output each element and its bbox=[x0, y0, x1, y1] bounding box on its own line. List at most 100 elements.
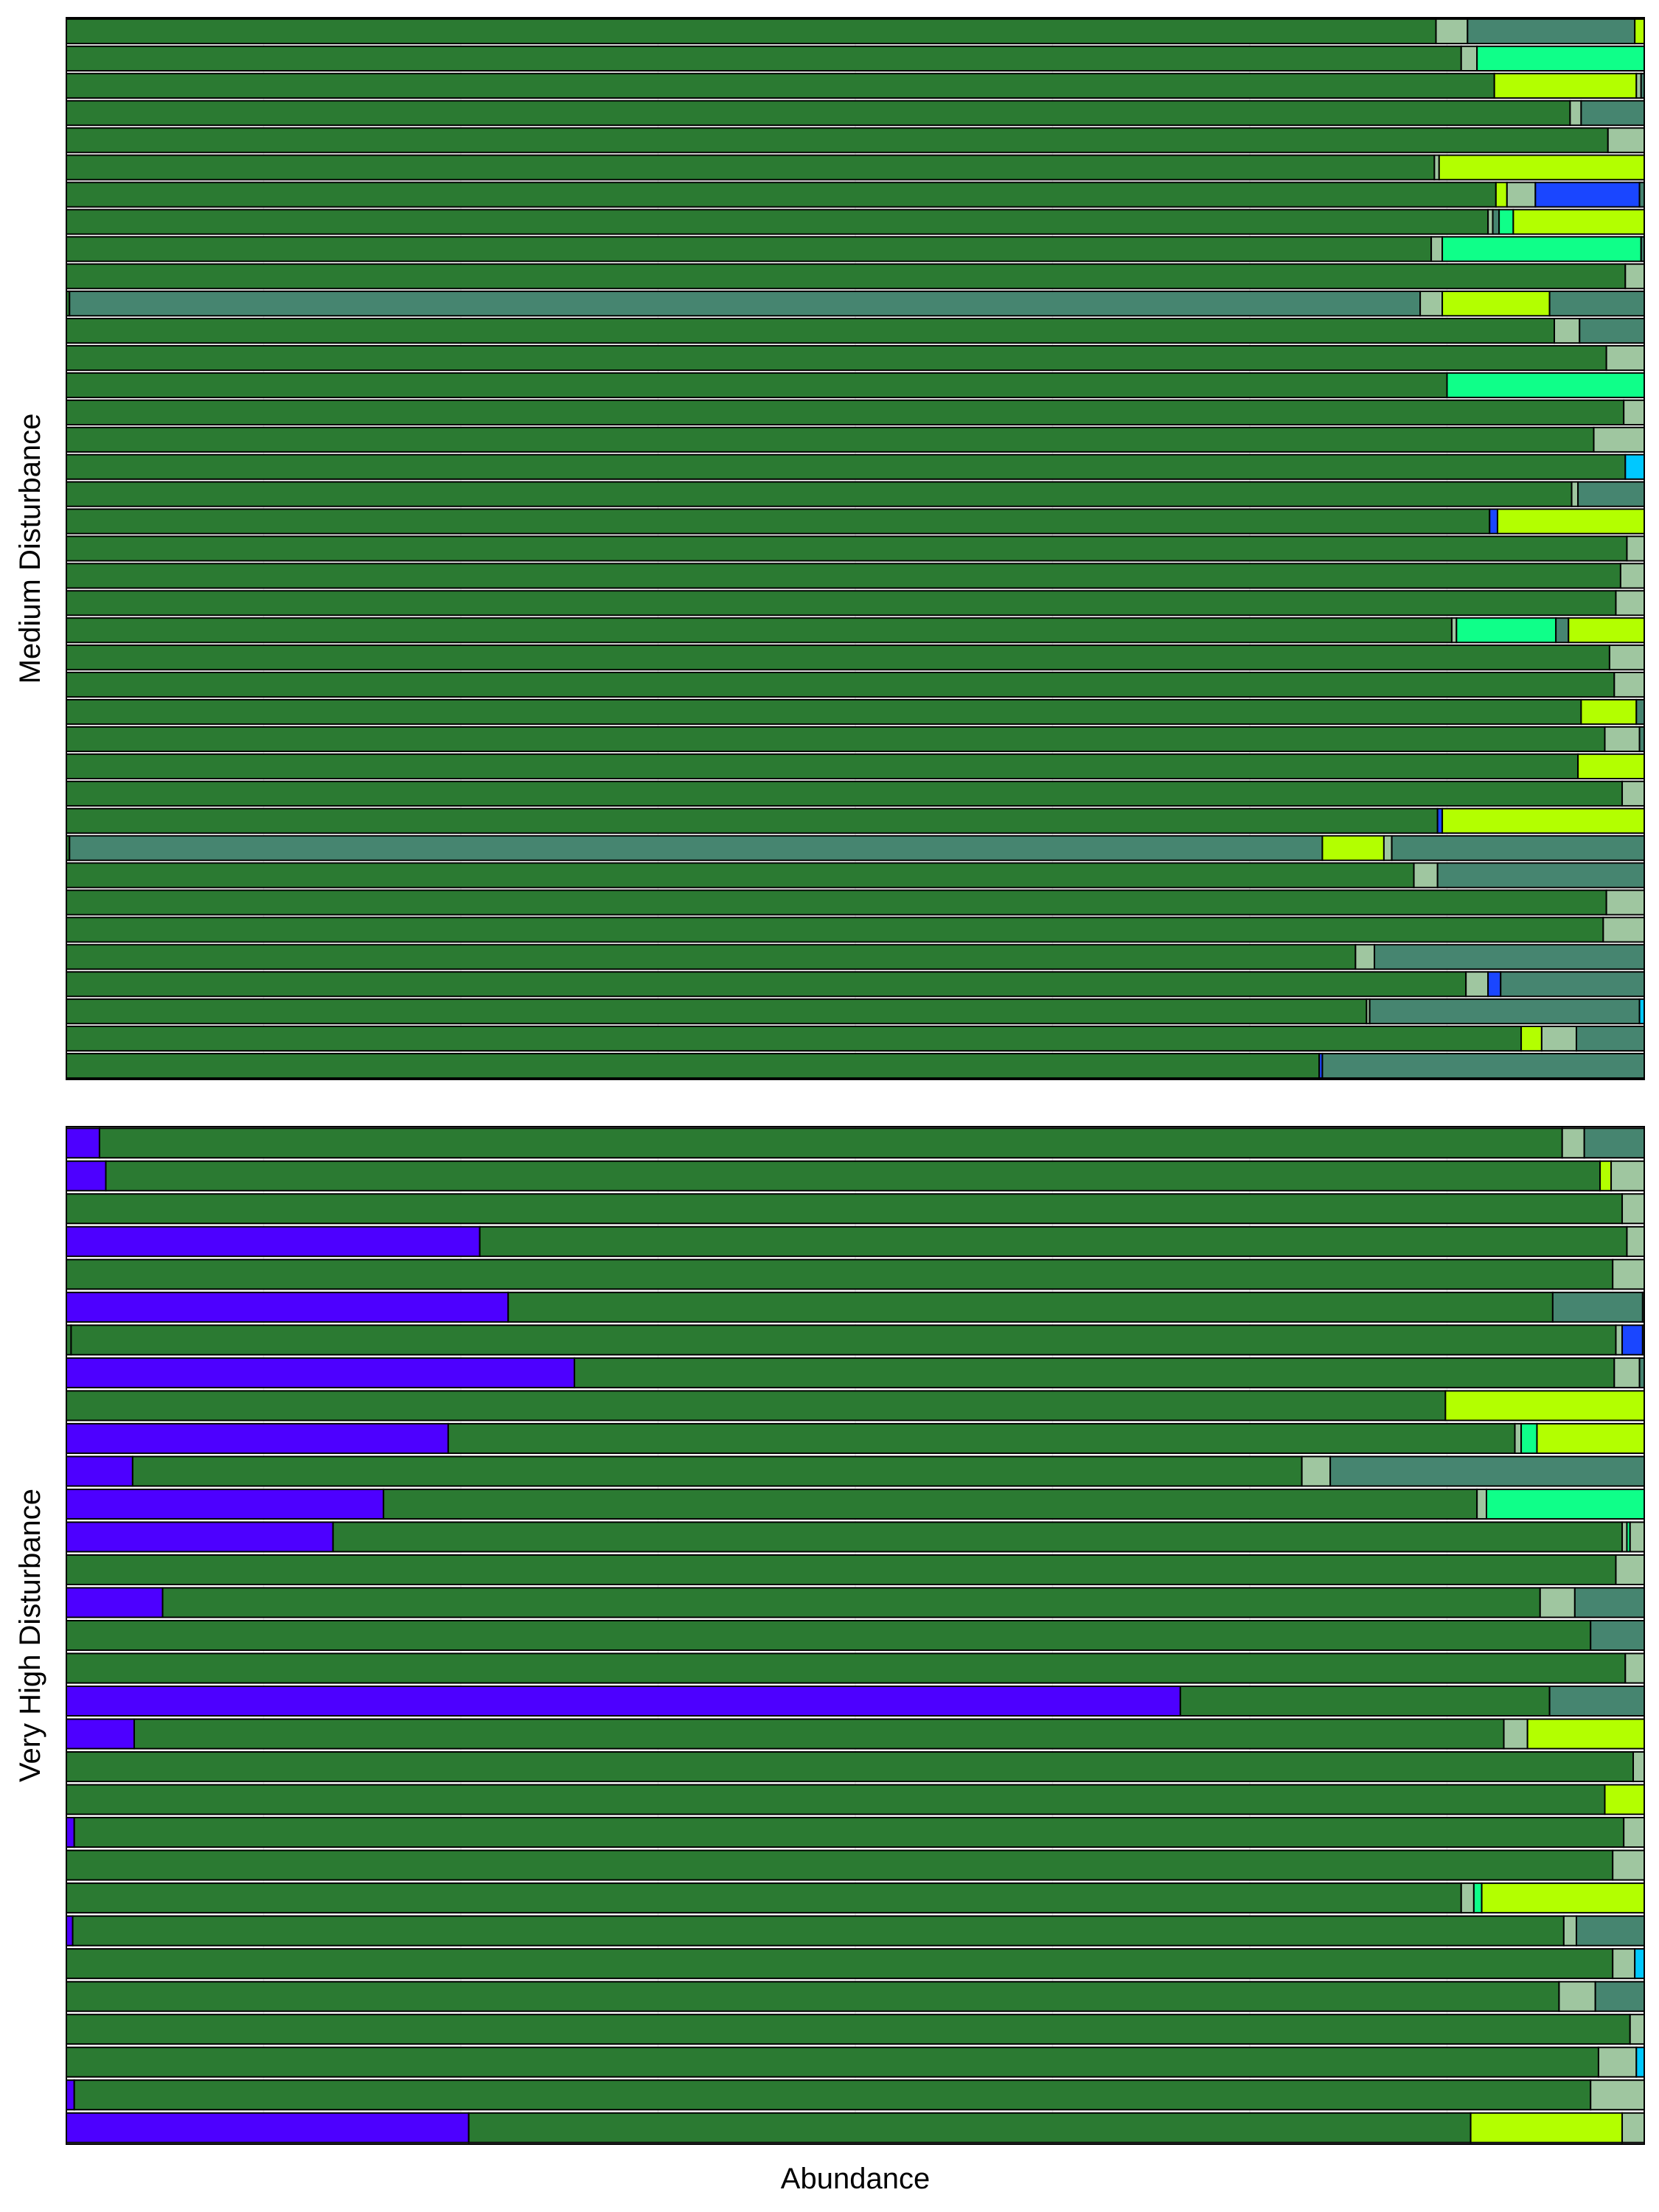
bar-row bbox=[66, 535, 1645, 562]
bar-segment-B bbox=[1430, 236, 1444, 262]
panel-medium-disturbance: Medium Disturbance bbox=[14, 17, 1646, 1080]
bar-segment-A bbox=[66, 807, 1439, 834]
bar-segment-H bbox=[66, 2079, 75, 2111]
panel-border bbox=[66, 1126, 1645, 2145]
bar-row bbox=[66, 835, 1645, 861]
bar-segment-A bbox=[70, 1324, 1617, 1356]
bar-segment-A bbox=[66, 72, 1495, 99]
bar-segment-A bbox=[66, 1751, 1635, 1783]
bar-segment-D bbox=[1496, 508, 1645, 535]
bar-segment-A bbox=[66, 780, 1624, 807]
bar-row bbox=[66, 1455, 1645, 1487]
bar-row bbox=[66, 344, 1645, 372]
bar-segment-B bbox=[1602, 917, 1646, 943]
bar-segment-A bbox=[66, 453, 1627, 480]
bar-segment-B bbox=[1624, 263, 1646, 290]
bar-segment-C bbox=[1573, 1587, 1646, 1618]
bar-segment-B bbox=[1561, 1127, 1585, 1159]
bar-segment-D bbox=[1604, 1784, 1645, 1815]
bar-segment-C bbox=[1580, 100, 1645, 126]
bar-row bbox=[66, 1521, 1645, 1553]
bar-row bbox=[66, 672, 1646, 698]
bar-row bbox=[66, 1915, 1645, 1947]
bar-segment-D bbox=[1441, 807, 1645, 834]
bar-segment-A bbox=[161, 1587, 1541, 1618]
bar-segment-A bbox=[66, 617, 1453, 644]
bar-segment-H bbox=[66, 2112, 470, 2143]
bar-row bbox=[66, 263, 1646, 290]
bar-segment-B bbox=[1605, 344, 1645, 372]
bar-segment-A bbox=[73, 2079, 1592, 2111]
bar-segment-B bbox=[1608, 644, 1645, 671]
bar-segment-A bbox=[66, 481, 1573, 507]
bar-segment-A bbox=[66, 263, 1627, 290]
bar-segment-A bbox=[66, 535, 1628, 562]
bar-segment-A bbox=[66, 1652, 1627, 1684]
bar-row bbox=[66, 1948, 1645, 1980]
bar-row bbox=[66, 1052, 1645, 1079]
bar-segment-D bbox=[1599, 1160, 1613, 1192]
bar-segment-F bbox=[1534, 181, 1641, 208]
bar-segment-C bbox=[1548, 291, 1646, 317]
bar-segment-A bbox=[66, 2014, 1631, 2045]
bar-segment-A bbox=[447, 1422, 1516, 1454]
bar-segment-E bbox=[1441, 236, 1642, 262]
bar-segment-D bbox=[1580, 698, 1638, 726]
bar-segment-A bbox=[66, 726, 1606, 753]
bar-segment-E bbox=[1472, 1882, 1483, 1914]
bar-segment-B bbox=[1612, 1849, 1645, 1881]
bar-segment-D bbox=[1438, 154, 1646, 181]
bar-segment-E bbox=[1476, 45, 1646, 72]
bar-segment-C bbox=[1555, 617, 1570, 644]
bar-segment-A bbox=[73, 1817, 1625, 1848]
bar-segment-D bbox=[1536, 1422, 1645, 1454]
bar-segment-D bbox=[1526, 1718, 1645, 1750]
bar-segment-B bbox=[1460, 45, 1478, 72]
bar-segment-B bbox=[1301, 1455, 1332, 1487]
bar-row bbox=[66, 1324, 1646, 1356]
bar-segment-A bbox=[66, 45, 1462, 72]
bar-row bbox=[66, 426, 1646, 453]
bar-segment-C bbox=[1500, 971, 1646, 998]
bar-row bbox=[66, 453, 1646, 480]
bar-segment-A bbox=[66, 889, 1607, 916]
bar-segment-B bbox=[1514, 1422, 1523, 1454]
bar-segment-A bbox=[383, 1488, 1478, 1520]
panel-very-high-disturbance: Very High Disturbance bbox=[14, 1126, 1646, 2145]
bar-segment-A bbox=[66, 508, 1491, 535]
bar-row bbox=[66, 508, 1645, 535]
bar-segment-B bbox=[1612, 1259, 1645, 1290]
bar-segment-B bbox=[1623, 399, 1645, 426]
bar-segment-A bbox=[66, 209, 1489, 235]
bar-segment-A bbox=[507, 1291, 1554, 1323]
bar-row bbox=[66, 1291, 1646, 1323]
bar-row bbox=[66, 318, 1646, 344]
bar-segment-C bbox=[1329, 1455, 1645, 1487]
bar-segment-B bbox=[1460, 1882, 1475, 1914]
bar-row bbox=[66, 1686, 1646, 1717]
bar-segment-D bbox=[1495, 181, 1508, 208]
bar-segment-A bbox=[66, 181, 1497, 208]
bar-segment-A bbox=[66, 644, 1610, 671]
bar-segment-A bbox=[66, 100, 1571, 126]
bar-segment-A bbox=[72, 1915, 1565, 1947]
bar-segment-G bbox=[1635, 2046, 1646, 2078]
bar-segment-B bbox=[1613, 672, 1646, 698]
bar-segment-A bbox=[66, 1849, 1614, 1881]
bar-segment-H bbox=[66, 1225, 481, 1257]
bar-segment-B bbox=[1623, 1817, 1645, 1848]
bar-segment-B bbox=[1605, 889, 1645, 916]
bar-row bbox=[66, 862, 1646, 888]
bar-segment-C bbox=[1583, 1127, 1645, 1159]
bar-row bbox=[66, 399, 1645, 426]
bar-row bbox=[66, 1784, 1645, 1815]
bar-segment-A bbox=[66, 698, 1582, 726]
bar-segment-F bbox=[1621, 1324, 1644, 1356]
bar-segment-B bbox=[1626, 535, 1645, 562]
bar-segment-B bbox=[1615, 590, 1645, 616]
bar-segment-A bbox=[66, 1882, 1462, 1914]
bar-row bbox=[66, 998, 1646, 1025]
bar-row bbox=[66, 1488, 1645, 1520]
bar-segment-H bbox=[66, 1127, 100, 1159]
